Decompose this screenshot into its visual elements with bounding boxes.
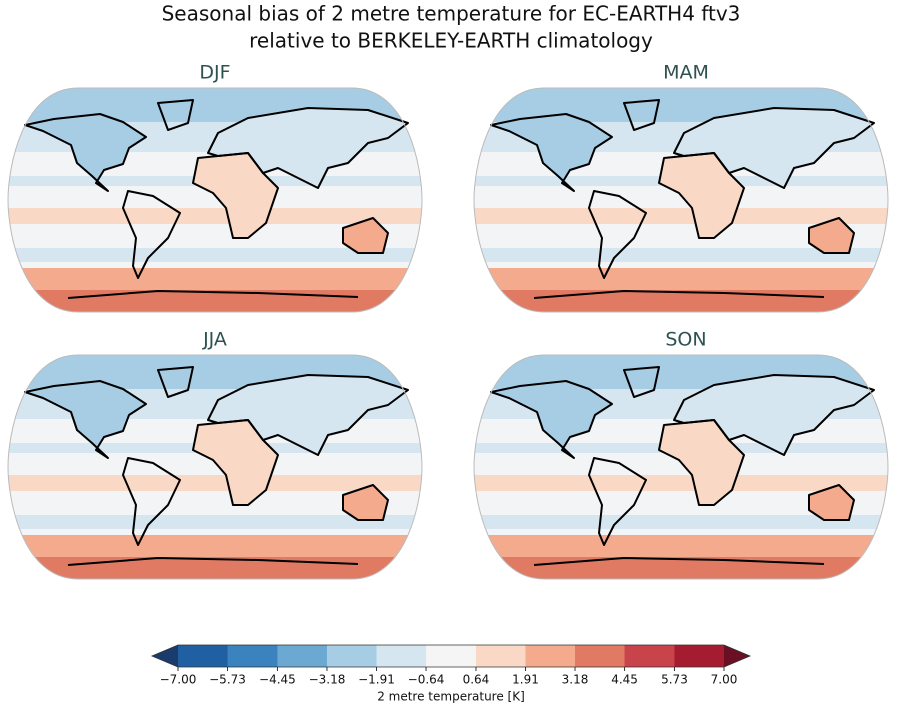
colorbar-bin [277, 645, 328, 667]
colorbar-tick-label: 0.64 [463, 673, 490, 687]
colorbar-bin [227, 645, 278, 667]
panel-title: DJF [199, 62, 230, 84]
colorbar-bin [178, 645, 229, 667]
colorbar-bin [376, 645, 427, 667]
colorbar-tick-label: −4.45 [259, 673, 296, 687]
title-line: Seasonal bias of 2 metre temperature for… [162, 2, 741, 26]
colorbar-extend-min [152, 645, 178, 667]
title-line: relative to BERKELEY-EARTH climatology [249, 29, 653, 53]
panel-title: MAM [663, 62, 709, 84]
map [474, 88, 888, 312]
colorbar-bin [575, 645, 626, 667]
colorbar-bin [326, 645, 378, 667]
colorbar-bin [426, 645, 477, 667]
colorbar-bin [674, 645, 725, 667]
colorbar-tick-label: −7.00 [160, 673, 197, 687]
map [8, 355, 422, 579]
colorbar-bin [525, 645, 576, 667]
colorbar-extend-max [724, 645, 750, 667]
colorbar-tick-label: −0.64 [408, 673, 445, 687]
colorbar-tick-label: −1.91 [358, 673, 395, 687]
panel-title: SON [665, 329, 706, 351]
panel-title: JJA [202, 329, 227, 351]
colorbar-tick-label: 1.91 [512, 673, 539, 687]
map [8, 88, 422, 312]
colorbar-label: 2 metre temperature [K] [377, 690, 525, 704]
colorbar-tick-label: 3.18 [562, 673, 589, 687]
colorbar-tick-label: 5.73 [661, 673, 688, 687]
colorbar-bin [624, 645, 675, 667]
map [474, 355, 888, 579]
colorbar-tick-label: 4.45 [611, 673, 638, 687]
colorbar-bin [475, 645, 526, 667]
colorbar-tick-label: −5.73 [209, 673, 246, 687]
colorbar-tick-label: −3.18 [309, 673, 346, 687]
colorbar: −7.00 −5.73 −4.45 −3.18 −1.91 −0.64 0.64 1.91 3.… [150, 644, 752, 687]
colorbar-tick-label: 7.00 [711, 673, 738, 687]
